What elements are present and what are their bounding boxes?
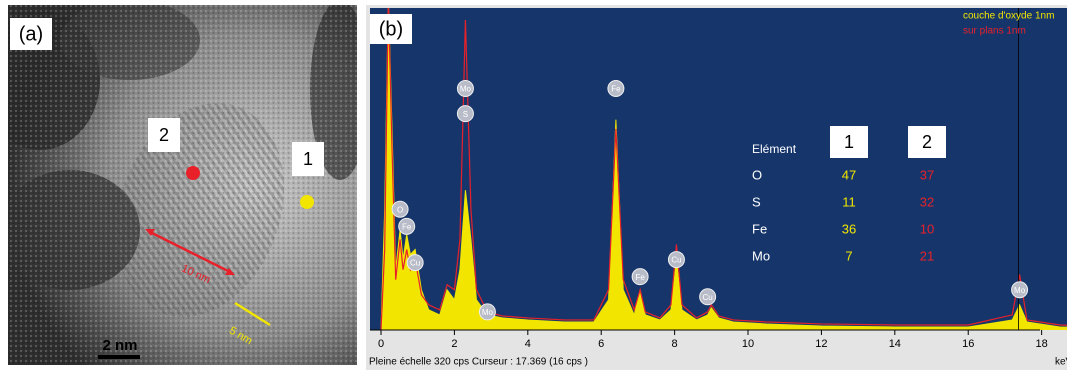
table-header: 2: [922, 132, 932, 152]
peak-marker: [406, 254, 424, 272]
x-tick-label: 10: [742, 338, 754, 350]
panel-label: (b): [379, 18, 403, 40]
x-axis-label: keV: [1055, 357, 1067, 368]
table-header: 1: [844, 132, 854, 152]
peak-label: Cu: [703, 293, 713, 302]
x-tick-label: 16: [962, 338, 974, 350]
peak-marker: [699, 288, 717, 306]
x-tick-label: 2: [451, 338, 457, 350]
table-cell: Mo: [752, 248, 770, 263]
table-cell: 21: [920, 248, 934, 263]
peak-marker: [1011, 281, 1029, 299]
scale-bar-label: 2 nm: [102, 337, 137, 354]
x-tick-label: 0: [378, 338, 384, 350]
legend-entry: couche d'oxyde 1nm: [963, 11, 1054, 22]
peak-label: Fe: [611, 85, 621, 94]
status-text: Pleine échelle 320 cps Curseur : 17.369 …: [369, 357, 588, 368]
peak-label: Cu: [671, 256, 681, 265]
marker-label: 1: [303, 149, 313, 169]
peak-marker: [478, 303, 496, 321]
x-tick-label: 8: [672, 338, 678, 350]
peak-label: Fe: [402, 222, 412, 231]
plot-area: [370, 8, 1067, 330]
peak-label: Fe: [635, 273, 645, 282]
peak-label: Cu: [410, 259, 420, 268]
table-cell: 47: [842, 167, 856, 182]
table-cell: 7: [845, 248, 852, 263]
peak-marker: [391, 200, 409, 218]
table-cell: 37: [920, 167, 934, 182]
table-cell: 32: [920, 194, 934, 209]
peak-marker: [631, 268, 649, 286]
table-cell: 36: [842, 221, 856, 236]
legend-entry: sur plans 1nm: [963, 26, 1026, 37]
peak-marker: [456, 80, 474, 97]
peak-label: S: [463, 110, 468, 119]
table-cell: S: [752, 194, 761, 209]
marker-label: 2: [159, 125, 169, 145]
panel-label: (a): [19, 23, 43, 45]
peak-label: O: [397, 205, 403, 214]
tem-image: (a) 2 1 10 nm 5 nm 2 nm: [8, 5, 357, 365]
table-cell: Fe: [752, 221, 767, 236]
table-cell: 11: [842, 194, 856, 209]
peak-marker: [398, 217, 416, 235]
x-tick-label: 4: [525, 338, 531, 350]
peak-label: Mo: [482, 308, 494, 317]
peak-label: Mo: [460, 85, 472, 94]
header-box: [908, 126, 946, 158]
peak-marker: [607, 80, 625, 97]
table-cell: O: [752, 167, 762, 182]
x-tick-label: 18: [1035, 338, 1047, 350]
table-cell: 10: [920, 221, 934, 236]
peak-label: Mo: [1014, 286, 1026, 295]
table-header: Elément: [752, 142, 797, 156]
peak-marker: [667, 251, 685, 269]
x-tick-label: 14: [889, 338, 901, 350]
peak-marker: [456, 105, 474, 123]
header-box: [830, 126, 868, 158]
x-tick-label: 6: [598, 338, 604, 350]
x-tick-label: 12: [815, 338, 827, 350]
